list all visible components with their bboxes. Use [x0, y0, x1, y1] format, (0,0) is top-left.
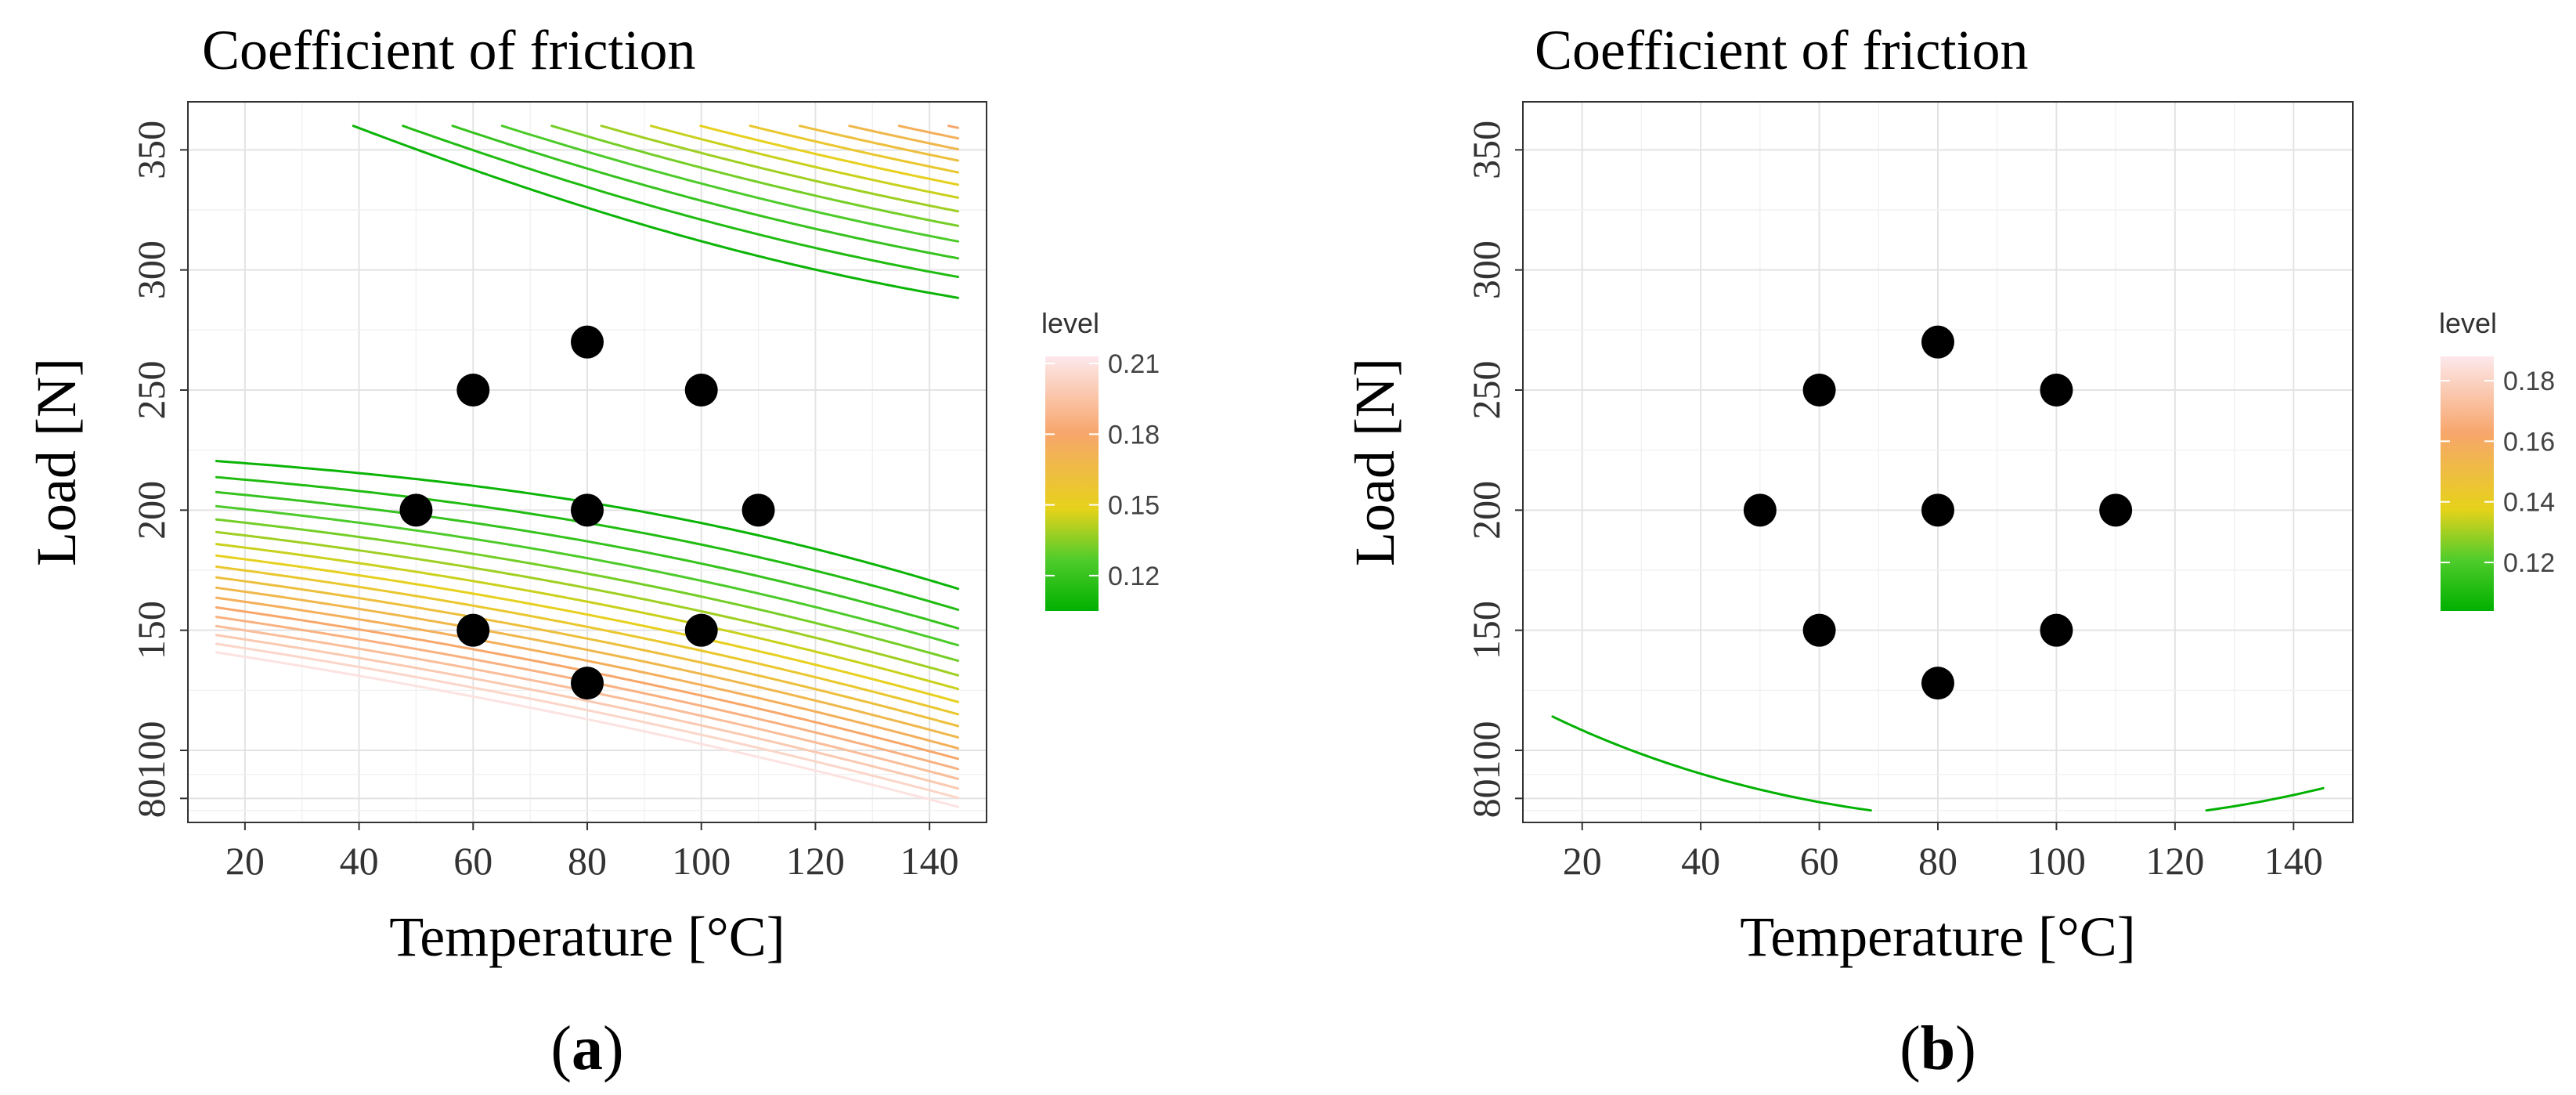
chart-panel-a: Coefficient of friction 20 40 60 80 100 120 14…: [25, 19, 1160, 1083]
design-point: [1921, 325, 1954, 359]
x-tick-label: 80: [568, 839, 607, 883]
legend: level 0.21 0.18 0.15 0.12: [1041, 307, 1160, 611]
x-axis-label: Temperature [°C]: [1740, 905, 2136, 968]
contour-line: [215, 125, 960, 630]
design-point: [456, 374, 490, 407]
y-axis-label: Load [N]: [1344, 358, 1406, 566]
contour-line: [215, 651, 960, 808]
y-tick-label: 100: [129, 721, 173, 780]
x-axis-ticks: 20 40 60 80 100 120 140: [225, 822, 959, 883]
design-points: [1743, 325, 2133, 700]
y-tick-label: 250: [129, 361, 173, 420]
legend-tick-label: 0.12: [1108, 562, 1160, 591]
contour-line: [215, 125, 960, 611]
x-tick-label: 20: [1563, 839, 1602, 883]
grid: [187, 102, 987, 822]
legend-colorbar: [1045, 356, 1099, 611]
contour-line: [215, 125, 960, 716]
x-tick-label: 60: [1800, 839, 1839, 883]
design-point: [684, 374, 718, 407]
x-tick-label: 60: [453, 839, 492, 883]
chart-title: Coefficient of friction: [202, 19, 695, 81]
panel-label: (a): [550, 1014, 623, 1083]
x-axis-label: Temperature [°C]: [389, 905, 785, 968]
y-tick-label: 350: [1464, 121, 1508, 179]
legend-title: level: [1041, 307, 1099, 339]
y-tick-label: 150: [1464, 601, 1508, 660]
design-point: [2040, 613, 2073, 647]
legend-tick-label: 0.14: [2503, 488, 2555, 518]
y-tick-label: 350: [129, 121, 173, 179]
contour-lines: [215, 125, 960, 808]
contour-line: [215, 125, 960, 761]
contour-line: [1551, 715, 2325, 812]
contour-line: [215, 616, 960, 771]
y-tick-label: 250: [1464, 361, 1508, 420]
contour-line: [215, 125, 960, 728]
x-tick-label: 140: [2264, 839, 2323, 883]
contour-lines: [1551, 715, 2325, 812]
x-tick-label: 120: [2145, 839, 2204, 883]
legend-colorbar: [2441, 356, 2494, 611]
y-tick-label: 300: [1464, 240, 1508, 299]
x-tick-label: 120: [786, 839, 845, 883]
legend-tick-label: 0.16: [2503, 427, 2555, 457]
x-tick-label: 40: [1681, 839, 1720, 883]
design-point: [1921, 667, 1954, 700]
design-point: [684, 613, 718, 647]
y-tick-label: 200: [129, 481, 173, 540]
design-point: [399, 493, 433, 527]
legend-tick-label: 0.21: [1108, 349, 1160, 379]
y-axis-label: Load [N]: [25, 358, 88, 566]
y-tick-label: 100: [1464, 721, 1508, 780]
legend-tick-label: 0.18: [1108, 420, 1160, 450]
chart-title: Coefficient of friction: [1535, 19, 2028, 81]
panel-label: (b): [1900, 1014, 1976, 1083]
design-points: [399, 325, 775, 700]
contour-line: [215, 125, 960, 750]
design-point: [571, 493, 604, 527]
legend-tick-label: 0.18: [2503, 367, 2555, 396]
design-point: [2040, 374, 2073, 407]
design-point: [2099, 493, 2133, 527]
design-point: [1743, 493, 1777, 527]
design-point: [571, 667, 604, 700]
grid: [1522, 102, 2354, 822]
contour-line: [215, 125, 960, 647]
contour-line: [215, 125, 960, 677]
x-axis-ticks: 20 40 60 80 100 120 140: [1563, 822, 2323, 883]
y-tick-label: 200: [1464, 481, 1508, 540]
design-point: [1802, 613, 1836, 647]
x-tick-label: 140: [900, 839, 959, 883]
contour-line: [215, 125, 960, 703]
x-tick-label: 40: [340, 839, 379, 883]
design-point: [571, 325, 604, 359]
chart-panel-b: Coefficient of friction 20 40 60 80 100 120 14…: [1344, 19, 2555, 1083]
contour-line: [215, 125, 960, 691]
x-tick-label: 100: [2027, 839, 2086, 883]
y-tick-label: 80: [129, 779, 173, 818]
design-point: [741, 493, 775, 527]
x-tick-label: 100: [672, 839, 731, 883]
contour-line: [215, 634, 960, 790]
legend-tick-label: 0.12: [2503, 548, 2555, 578]
contour-line: [215, 125, 960, 739]
design-point: [1921, 493, 1954, 527]
contour-line: [215, 642, 960, 800]
x-tick-label: 80: [1918, 839, 1957, 883]
x-tick-label: 20: [225, 839, 265, 883]
y-tick-label: 150: [129, 601, 173, 660]
design-point: [1802, 374, 1836, 407]
contour-line: [215, 125, 960, 663]
contour-line: [215, 624, 960, 780]
design-point: [456, 613, 490, 647]
legend: level 0.18 0.16 0.14 0.12: [2439, 307, 2555, 611]
legend-tick-label: 0.15: [1108, 491, 1160, 521]
y-tick-label: 300: [129, 240, 173, 299]
y-tick-label: 80: [1464, 779, 1508, 818]
legend-title: level: [2439, 307, 2497, 339]
